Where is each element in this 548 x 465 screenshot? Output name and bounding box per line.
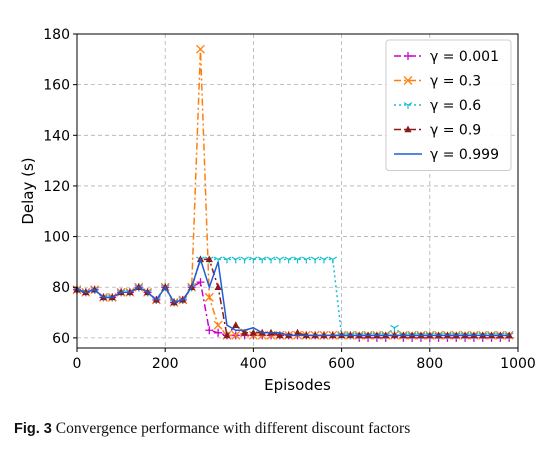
legend-label: γ = 0.3 [430,74,481,90]
data-point [257,256,267,264]
data-point [196,44,205,54]
x-tick-label: 600 [328,356,355,372]
figure-label: Fig. 3 [14,421,52,437]
data-point [240,256,249,264]
legend: γ = 0.001 γ = 0.3 γ = 0.6 γ = 0.9 γ = 0.999 [385,39,512,171]
data-point [249,256,258,264]
figure-caption-text: Convergence performance with different d… [55,420,411,437]
data-point [214,283,222,291]
data-point [390,324,399,332]
series-line [76,258,510,337]
data-point [214,328,223,337]
axis-ticks: 0 200 400 600 800 1000 60 80 100 120 140 160 180 [43,27,536,372]
data-point [232,321,240,329]
legend-label: γ = 0.001 [430,49,499,65]
data-point [310,256,320,264]
x-tick-label: 800 [416,356,443,372]
legend-box [385,39,512,171]
data-point [204,292,214,302]
data-point [302,256,311,264]
y-tick-label: 160 [43,78,70,94]
y-tick-label: 140 [43,128,70,144]
data-series [72,44,514,342]
series-line [76,258,510,338]
data-point [284,256,293,264]
legend-label: γ = 0.999 [430,147,499,163]
data-point [293,328,302,336]
y-tick-label: 180 [43,27,70,43]
data-point [205,255,213,263]
legend-item: γ = 0.3 [394,74,481,90]
data-point [231,256,241,264]
legend-label: γ = 0.6 [430,98,481,114]
plot-frame [76,33,519,349]
data-point [205,326,214,335]
legend-item: γ = 0.999 [394,147,499,163]
legend-label: γ = 0.9 [430,123,481,139]
y-axis-label: Delay (s) [19,157,37,224]
data-point [213,320,223,330]
data-point [240,328,249,336]
data-point [276,331,284,339]
legend-marker [404,52,412,60]
x-tick-label: 200 [152,356,179,372]
data-point [231,330,241,340]
legend-marker [403,102,413,109]
x-tick-label: 0 [73,356,82,372]
x-tick-label: 1000 [500,356,536,372]
series-line [76,256,510,337]
x-axis-label: Episodes [264,376,331,394]
series-5 [76,256,510,337]
legend-marker [403,76,413,85]
x-tick-label: 400 [240,356,267,372]
figure-caption: Fig. 3 Convergence performance with diff… [14,420,410,438]
y-tick-label: 120 [43,179,70,195]
data-point [293,256,302,264]
y-tick-label: 60 [52,331,70,347]
legend-item: γ = 0.001 [394,49,499,65]
convergence-chart: 0 200 400 600 800 1000 60 80 100 120 140 160 180 Epi… [19,27,536,394]
legend-item: γ = 0.6 [394,98,481,114]
data-point [319,256,329,264]
data-point [223,331,231,339]
y-tick-label: 100 [43,230,70,246]
series-3 [72,256,514,340]
series-4 [73,255,513,339]
y-tick-label: 80 [52,280,70,296]
data-point [275,256,285,264]
data-point [328,256,338,264]
legend-item: γ = 0.9 [394,123,481,139]
data-point [196,278,205,287]
data-point [222,256,232,264]
data-point [266,256,276,264]
legend-marker [404,125,412,133]
data-point [249,328,257,336]
